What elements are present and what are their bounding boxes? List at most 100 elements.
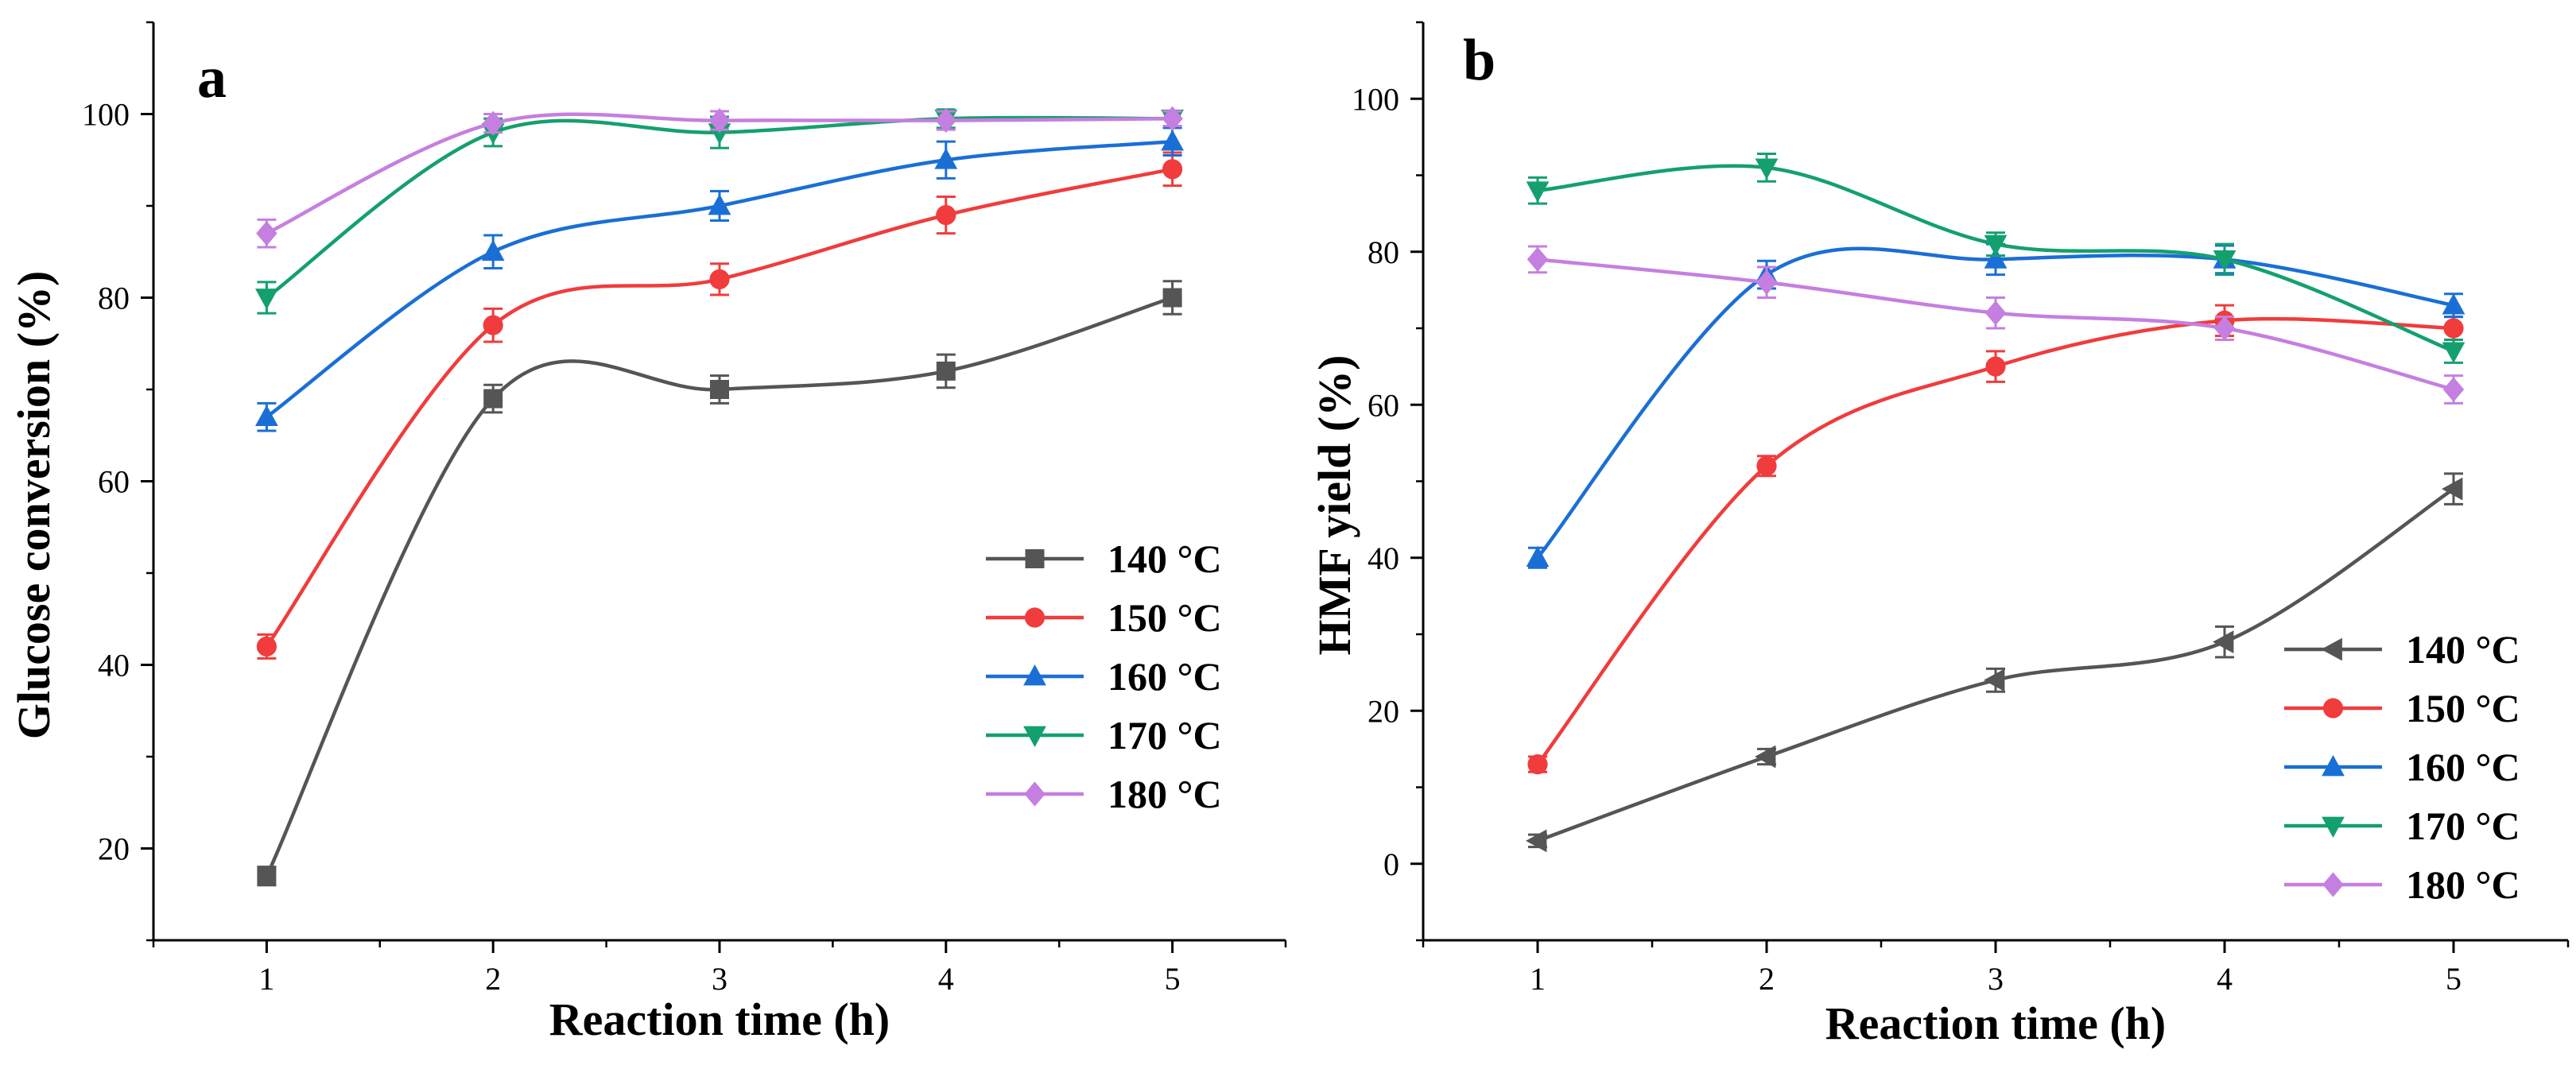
data-point — [256, 221, 277, 246]
panel-a-chart: 1 2 3 4 5 20 40 60 80 100 Reaction time (h) Glucose… — [8, 21, 1287, 1045]
x-tick-label: 2 — [485, 961, 501, 997]
data-point — [1984, 234, 2008, 257]
series-150c — [256, 151, 1183, 660]
y-tick-label: 60 — [98, 464, 130, 500]
x-tick-label: 3 — [1988, 961, 2004, 997]
data-point — [1755, 158, 1779, 180]
legend-marker — [1025, 549, 1045, 568]
data-point — [483, 110, 504, 136]
legend-label: 170 °C — [2406, 804, 2520, 848]
panel-letter: a — [197, 45, 227, 110]
legend-marker — [2321, 637, 2342, 661]
series-180c — [256, 106, 1183, 249]
data-point — [1527, 754, 1548, 775]
data-point — [2443, 318, 2464, 339]
series-line — [265, 296, 1174, 877]
panel-b-chart: 1 2 3 4 5 0 20 40 60 80 100 Reaction time (h) HMF yi… — [1309, 21, 2570, 1049]
legend: 140 °C 150 °C 160 °C 170 °C 180 °C — [2284, 627, 2520, 907]
y-tick-label: 0 — [1383, 846, 1399, 882]
legend-label: 150 °C — [1108, 595, 1222, 640]
legend-marker — [1024, 607, 1046, 628]
legend-label: 180 °C — [2406, 862, 2520, 907]
legend-marker — [2322, 698, 2344, 719]
data-point — [1162, 106, 1183, 131]
legend-label: 160 °C — [1108, 654, 1222, 699]
series-line — [1537, 487, 2455, 843]
data-point — [1162, 288, 1182, 308]
x-tick-label: 5 — [2446, 961, 2462, 997]
x-tick-label: 5 — [1165, 961, 1181, 997]
data-point — [255, 405, 278, 427]
y-tick-label: 80 — [1368, 234, 1399, 270]
x-tick-label: 1 — [258, 961, 274, 997]
y-tick-label: 20 — [1368, 693, 1399, 729]
x-tick-label: 3 — [712, 961, 727, 997]
data-point — [1527, 246, 1549, 272]
series-line — [1536, 316, 2454, 765]
data-point — [1985, 356, 2006, 377]
legend-marker — [2322, 872, 2344, 897]
data-point — [1162, 159, 1183, 180]
series-line — [1536, 246, 2454, 560]
data-point — [2442, 342, 2465, 363]
data-point — [935, 107, 956, 134]
data-point — [2442, 477, 2463, 501]
data-point — [708, 107, 731, 134]
legend-label: 170 °C — [1108, 713, 1222, 757]
x-tick-label: 2 — [1759, 961, 1775, 997]
data-point — [1984, 247, 2008, 269]
data-point — [255, 289, 278, 310]
legend-label: 150 °C — [2406, 686, 2520, 730]
data-point — [936, 204, 956, 226]
data-point — [256, 636, 277, 657]
y-tick-label: 100 — [82, 97, 130, 133]
data-point — [708, 194, 731, 215]
legend-marker — [1023, 726, 1046, 747]
data-point — [1755, 745, 1776, 769]
legend-marker — [2322, 816, 2345, 838]
series-140c — [257, 280, 1182, 887]
data-point — [934, 148, 958, 169]
data-point — [483, 315, 503, 335]
y-tick-label: 100 — [1352, 81, 1399, 117]
data-point — [1526, 181, 1550, 203]
series-180c — [1527, 245, 2465, 405]
legend-label: 140 °C — [2406, 627, 2520, 672]
data-point — [2213, 250, 2237, 272]
data-point — [2213, 630, 2234, 654]
y-axis-title: HMF yield (%) — [1309, 355, 1360, 656]
data-point — [2442, 377, 2465, 402]
data-point — [710, 380, 729, 399]
y-tick-label: 20 — [98, 831, 130, 867]
series-140c — [1526, 472, 2463, 853]
y-axis-title: Glucose conversion (%) — [8, 271, 60, 740]
y-tick-label: 40 — [1368, 540, 1399, 576]
legend-marker — [1023, 664, 1046, 686]
y-tick-label: 40 — [98, 648, 130, 684]
data-point — [481, 239, 505, 261]
series-170c — [1526, 153, 2465, 364]
legend-marker — [2322, 755, 2345, 777]
legend-label: 160 °C — [2406, 745, 2520, 789]
data-point — [257, 866, 277, 886]
series-line — [265, 167, 1174, 648]
data-point — [1526, 829, 1547, 853]
legend: 140 °C 150 °C 160 °C 170 °C 180 °C — [986, 536, 1222, 816]
data-point — [1161, 130, 1184, 151]
y-tick-label: 60 — [1368, 387, 1399, 423]
data-point — [1755, 269, 1778, 295]
x-tick-label: 1 — [1530, 961, 1546, 997]
data-point — [2442, 293, 2465, 315]
legend-marker — [1024, 781, 1046, 807]
x-tick-label: 4 — [938, 961, 954, 997]
data-point — [1526, 545, 1550, 567]
data-point — [1984, 668, 2005, 692]
data-point — [483, 389, 503, 409]
x-tick-label: 4 — [2217, 961, 2233, 997]
x-axis-title: Reaction time (h) — [549, 994, 890, 1045]
legend-label: 180 °C — [1108, 772, 1222, 816]
series-160c — [255, 126, 1184, 432]
x-axis-title: Reaction time (h) — [1825, 997, 2166, 1049]
data-point — [1984, 300, 2007, 326]
